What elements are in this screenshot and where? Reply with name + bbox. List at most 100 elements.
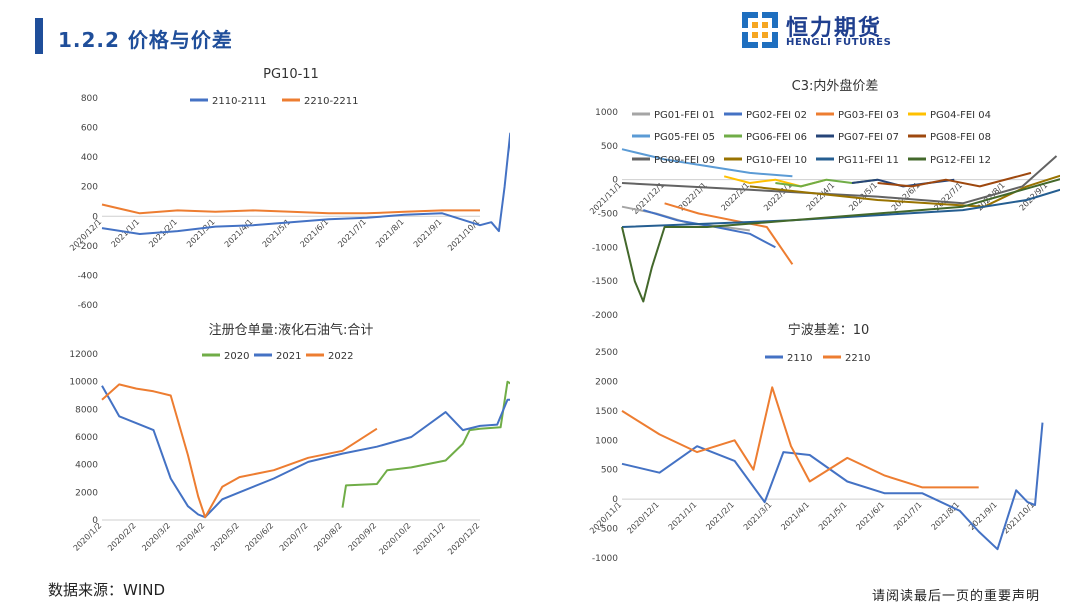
legend-label: 2210-2211 [304, 96, 359, 107]
chart-title: C3:内外盘价差 [792, 78, 879, 94]
logo-cn-text: 恒力期货 [786, 16, 883, 41]
x-tick-label: 2021/3/1 [742, 500, 774, 532]
y-tick-label: -500 [598, 210, 619, 220]
x-tick-label: 2020/6/2 [243, 521, 275, 553]
y-tick-label: 2500 [595, 348, 618, 358]
y-tick-label: 800 [81, 94, 98, 104]
legend-label: PG09-FEI 09 [654, 155, 715, 166]
chart-title: 宁波基差：10 [788, 322, 870, 338]
x-tick-label: 2021/4/1 [223, 217, 255, 249]
legend-label: PG08-FEI 08 [930, 132, 991, 143]
series-line [621, 386, 979, 489]
y-tick-label: 400 [81, 153, 98, 163]
x-tick-label: 2022/2/1 [719, 181, 751, 213]
x-tick-label: 2020/12/2 [446, 521, 481, 556]
logo-en-text: HENGLI FUTURES [786, 37, 892, 48]
series-line [664, 202, 794, 265]
chart-ningbo-basis: 宁波基差：10 -1000 -500 0 500 1000 1500 2000 2500 2020… [588, 322, 1044, 564]
y-tick-label: 2000 [75, 488, 98, 498]
legend-label: PG01-FEI 01 [654, 110, 715, 121]
x-tick-label: 2020/7/2 [278, 521, 310, 553]
y-tick-label: -200 [78, 242, 99, 252]
legend-label: 2021 [276, 351, 301, 362]
legend-label: PG03-FEI 03 [838, 110, 899, 121]
x-tick-label: 2021/8/1 [374, 217, 406, 249]
x-tick-label: 2020/12/1 [626, 500, 661, 535]
x-tick-label: 2020/10/2 [377, 521, 412, 556]
chart-warehouse-receipts: 注册仓单量:液化石油气:合计 0 2000 4000 6000 8000 10000 1200… [69, 322, 510, 556]
series-line [101, 383, 378, 519]
chart-title: PG10-11 [263, 67, 319, 82]
x-tick-label: 2020/9/2 [347, 521, 379, 553]
y-tick-label: 4000 [75, 461, 98, 471]
y-tick-label: -1000 [592, 554, 618, 564]
x-tick-label: 2020/2/2 [106, 521, 138, 553]
y-tick-label: 1000 [595, 108, 618, 118]
x-tick-label: 2021/7/1 [892, 500, 924, 532]
series-line [101, 385, 510, 519]
y-tick-label: 8000 [75, 405, 98, 415]
x-tick-label: 2021/5/1 [817, 500, 849, 532]
series-line [101, 203, 480, 215]
legend-label: PG07-FEI 07 [838, 132, 899, 143]
y-tick-label: -400 [78, 271, 99, 281]
legend-label: PG10-FEI 10 [746, 155, 807, 166]
x-tick-label: 2021/6/1 [854, 500, 886, 532]
y-tick-label: 500 [601, 142, 618, 152]
series-line [621, 178, 1060, 303]
y-tick-label: 500 [601, 466, 618, 476]
y-tick-label: 600 [81, 124, 98, 134]
y-tick-label: -500 [598, 525, 619, 535]
x-tick-label: 2020/8/2 [312, 521, 344, 553]
x-tick-label: 2020/3/2 [140, 521, 172, 553]
x-tick-label: 2021/1/1 [667, 500, 699, 532]
y-tick-label: -600 [78, 301, 99, 311]
legend-label: 2110-2111 [212, 96, 267, 107]
x-tick-label: 2020/11/2 [412, 521, 447, 556]
y-tick-label: 0 [612, 176, 618, 186]
y-tick-label: 0 [92, 212, 98, 222]
x-tick-label: 2020/5/2 [209, 521, 241, 553]
page-title: 1.2.2 价格与价差 [58, 28, 233, 52]
series-line [101, 132, 510, 235]
x-tick-label: 2021/10/1 [1001, 500, 1036, 535]
company-logo: 恒力期货 HENGLI FUTURES [742, 10, 912, 52]
y-tick-label: 6000 [75, 433, 98, 443]
y-tick-label: -1500 [592, 277, 618, 287]
legend-label: PG04-FEI 04 [930, 110, 991, 121]
legend-label: PG11-FEI 11 [838, 155, 899, 166]
x-tick-label: 2021/9/1 [412, 217, 444, 249]
series-line [621, 422, 1044, 551]
x-tick-label: 2021/9/1 [967, 500, 999, 532]
series-line [877, 171, 1032, 188]
y-tick-label: 10000 [69, 378, 98, 388]
legend-label: PG05-FEI 05 [654, 132, 715, 143]
chart-c3-spread: C3:内外盘价差-2000-1500-1000-500050010002021/… [588, 78, 1060, 321]
legend-label: PG06-FEI 06 [746, 132, 807, 143]
legend-label: 2110 [787, 353, 812, 364]
y-tick-label: 0 [92, 516, 98, 526]
legend-label: 2022 [328, 351, 353, 362]
series-line [341, 380, 510, 508]
y-tick-label: 2000 [595, 377, 618, 387]
x-tick-label: 2021/2/1 [704, 500, 736, 532]
x-tick-label: 2020/4/2 [175, 521, 207, 553]
disclaimer: 请阅读最后一页的重要声明 [871, 589, 1040, 604]
y-tick-label: 0 [612, 495, 618, 505]
legend-label: PG12-FEI 12 [930, 155, 991, 166]
legend-label: PG02-FEI 02 [746, 110, 807, 121]
y-tick-label: 1000 [595, 436, 618, 446]
x-tick-label: 2021/10/1 [446, 217, 481, 252]
series-line [621, 155, 1058, 205]
x-tick-label: 2021/3/1 [185, 217, 217, 249]
y-tick-label: 12000 [69, 350, 98, 360]
logo-mark-icon [742, 12, 778, 48]
x-tick-label: 2021/4/1 [779, 500, 811, 532]
series-line [621, 188, 1060, 228]
legend-label: 2020 [224, 351, 249, 362]
x-tick-label: 2022/4/1 [805, 181, 837, 213]
y-tick-label: 200 [81, 183, 98, 193]
data-source: 数据来源：WIND [48, 581, 166, 599]
header-accent-bar [35, 18, 43, 54]
series-line [621, 148, 793, 178]
